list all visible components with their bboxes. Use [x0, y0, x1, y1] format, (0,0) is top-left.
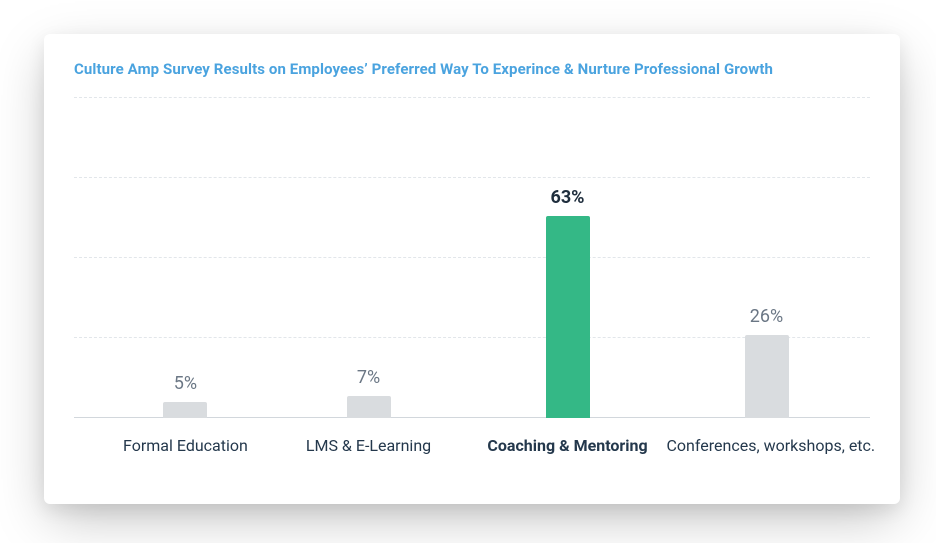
chart-plot: 5% 7% 63% 26%: [74, 98, 870, 418]
chart-column: 63%: [468, 98, 668, 418]
chart-value-label: 5%: [174, 373, 197, 394]
chart-xlabel: Formal Education: [85, 436, 285, 455]
chart-plot-area: 5% 7% 63% 26%: [74, 98, 870, 418]
chart-value-label: 26%: [750, 306, 783, 327]
chart-column: 26%: [667, 98, 867, 418]
chart-xlabel: LMS & E-Learning: [269, 436, 469, 455]
chart-bar: [745, 335, 789, 418]
chart-value-label: 63%: [551, 187, 585, 208]
chart-title: Culture Amp Survey Results on Employees’…: [74, 60, 870, 78]
chart-bar: [347, 396, 391, 418]
chart-bar: [546, 216, 590, 418]
chart-xlabel: Conferences, workshops, etc.: [667, 436, 867, 455]
chart-bar: [163, 402, 207, 418]
chart-column: 7%: [269, 98, 469, 418]
chart-column: 5%: [85, 98, 285, 418]
chart-value-label: 7%: [357, 367, 380, 388]
chart-card: Culture Amp Survey Results on Employees’…: [44, 34, 900, 504]
chart-xlabels: Formal EducationLMS & E-LearningCoaching…: [74, 436, 870, 476]
chart-xlabel: Coaching & Mentoring: [468, 436, 668, 455]
